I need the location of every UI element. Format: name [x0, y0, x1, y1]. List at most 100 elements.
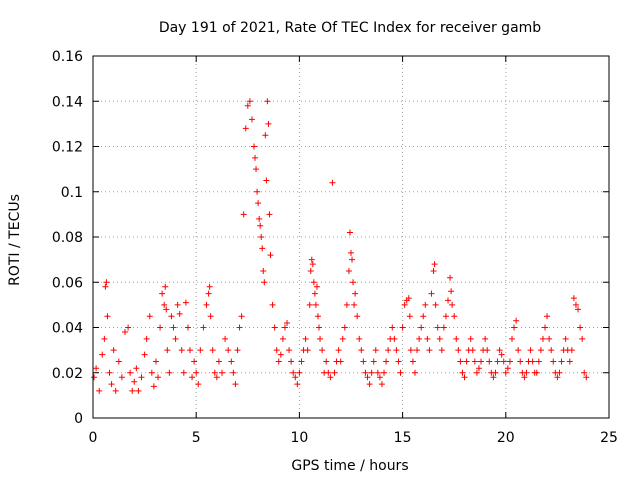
data-point: [157, 324, 164, 331]
data-point: [502, 369, 509, 376]
data-point: [471, 358, 478, 365]
y-tick-label: 0.14: [52, 94, 83, 110]
data-point: [378, 381, 385, 388]
data-point: [486, 358, 493, 365]
data-point: [277, 351, 284, 358]
data-point: [110, 347, 117, 354]
data-point: [253, 166, 260, 173]
data-point: [275, 358, 282, 365]
data-point: [420, 313, 427, 320]
data-point: [265, 120, 272, 127]
data-point: [146, 313, 153, 320]
x-tick-label: 0: [89, 430, 98, 446]
chart-title: Day 191 of 2021, Rate Of TEC Index for r…: [159, 20, 541, 36]
data-point: [478, 358, 485, 365]
data-point: [414, 347, 421, 354]
data-point: [350, 279, 357, 286]
data-point: [537, 347, 544, 354]
data-point: [426, 347, 433, 354]
data-point: [393, 347, 400, 354]
data-point: [335, 347, 342, 354]
data-point: [556, 369, 563, 376]
data-point: [143, 335, 150, 342]
data-point: [368, 369, 375, 376]
data-point: [213, 374, 220, 381]
x-tick-label: 20: [497, 430, 515, 446]
data-point: [267, 252, 274, 259]
data-point: [416, 335, 423, 342]
data-point: [133, 365, 140, 372]
data-point: [430, 267, 437, 274]
data-point: [579, 335, 586, 342]
data-point: [411, 369, 418, 376]
data-point: [112, 387, 119, 394]
y-tick-label: 0.04: [52, 321, 83, 337]
data-point: [448, 288, 455, 295]
y-tick-label: 0: [74, 411, 83, 427]
data-point: [434, 324, 441, 331]
data-point: [311, 290, 318, 297]
data-point: [381, 369, 388, 376]
data-point: [517, 358, 524, 365]
data-point: [170, 324, 177, 331]
data-point: [209, 347, 216, 354]
grid: [93, 56, 609, 418]
data-point: [428, 290, 435, 297]
data-point: [346, 229, 353, 236]
data-point: [189, 374, 196, 381]
data-point: [473, 369, 480, 376]
data-point: [138, 374, 145, 381]
data-point: [418, 324, 425, 331]
data-point: [187, 347, 194, 354]
x-axis-title: GPS time / hours: [291, 458, 408, 474]
data-point: [542, 324, 549, 331]
data-point: [513, 317, 520, 324]
data-point: [108, 381, 115, 388]
data-point: [230, 369, 237, 376]
data-point: [397, 369, 404, 376]
data-point: [163, 306, 170, 313]
data-point: [93, 365, 100, 372]
data-point: [391, 335, 398, 342]
data-point: [168, 313, 175, 320]
data-point: [533, 369, 540, 376]
data-point: [191, 358, 198, 365]
data-point: [118, 374, 125, 381]
data-point: [317, 335, 324, 342]
data-point: [159, 290, 166, 297]
data-point: [238, 313, 245, 320]
data-point: [570, 295, 577, 302]
data-point: [91, 374, 98, 381]
data-point: [376, 374, 383, 381]
data-point: [364, 374, 371, 381]
data-point: [362, 369, 369, 376]
data-point: [271, 324, 278, 331]
data-point: [496, 347, 503, 354]
data-point: [103, 279, 110, 286]
data-point: [457, 358, 464, 365]
data-point: [242, 125, 249, 132]
data-point: [254, 188, 261, 195]
data-point: [529, 358, 536, 365]
data-point: [432, 301, 439, 308]
data-point: [327, 374, 334, 381]
x-tick-label: 5: [192, 430, 201, 446]
data-point: [256, 215, 263, 222]
data-point: [461, 374, 468, 381]
data-point: [508, 335, 515, 342]
data-point: [370, 358, 377, 365]
data-point: [269, 301, 276, 308]
data-point: [304, 347, 311, 354]
data-point: [539, 335, 546, 342]
data-point: [453, 335, 460, 342]
data-point: [225, 347, 232, 354]
y-tick-label: 0.1: [61, 185, 83, 201]
data-point: [121, 329, 128, 336]
data-point: [193, 369, 200, 376]
data-point: [263, 177, 270, 184]
data-point: [339, 335, 346, 342]
data-point: [228, 358, 235, 365]
data-point: [141, 351, 148, 358]
data-point: [401, 301, 408, 308]
data-point: [583, 374, 590, 381]
